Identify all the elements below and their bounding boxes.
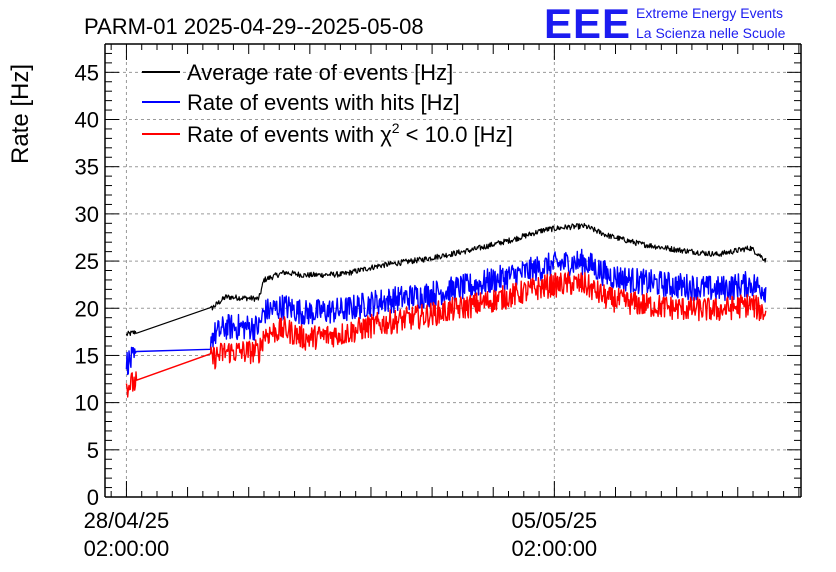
y-tick-label: 30	[75, 202, 99, 227]
plot-series	[125, 222, 767, 398]
series-line-2	[125, 248, 767, 376]
axes: 0 5 10 15 20 25 30 35 40 45 28/04/25 02:00:00 05/05/…	[75, 43, 802, 561]
legend-superscript: 2	[392, 120, 400, 136]
x-tick-label-time: 02:00:00	[84, 536, 170, 561]
x-tick-label-date: 28/04/25	[84, 508, 170, 533]
y-tick-label: 20	[75, 296, 99, 321]
legend-label-2: Rate of events with hits [Hz]	[187, 90, 460, 115]
legend: Average rate of events [Hz] Rate of event…	[142, 60, 513, 147]
y-tick-label: 5	[87, 438, 99, 463]
legend-label-3: Rate of events with χ2 < 10.0 [Hz]	[187, 120, 513, 147]
y-tick-label: 15	[75, 343, 99, 368]
y-tick-label: 0	[87, 485, 99, 510]
legend-label-1: Average rate of events [Hz]	[187, 60, 453, 85]
y-tick-label: 10	[75, 391, 99, 416]
legend-suffix: < 10.0 [Hz]	[400, 122, 513, 147]
eee-logo-line2: La Scienza nelle Scuole	[636, 25, 786, 41]
y-tick-label: 40	[75, 108, 99, 133]
x-tick-label-time: 02:00:00	[512, 536, 598, 561]
y-tick-label: 25	[75, 249, 99, 274]
series-line-1	[125, 222, 767, 337]
chart-title: PARM-01 2025-04-29--2025-05-08	[84, 14, 424, 39]
y-axis-label: Rate [Hz]	[7, 64, 34, 164]
eee-logo-line1: Extreme Energy Events	[636, 5, 783, 21]
eee-logo-mark: EEE	[544, 0, 631, 47]
eee-logo: EEE Extreme Energy Events La Scienza nel…	[544, 0, 786, 47]
y-tick-label: 45	[75, 60, 99, 85]
series-line-3	[125, 271, 767, 398]
x-tick-label-date: 05/05/25	[512, 508, 598, 533]
y-tick-label: 35	[75, 155, 99, 180]
